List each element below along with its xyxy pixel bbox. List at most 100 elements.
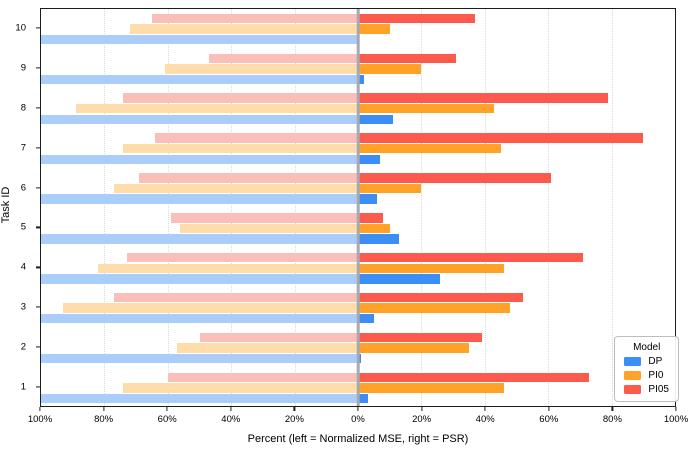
right-bar-pi05-task-8 [358,93,609,103]
x-tick-label-3: 40% [221,414,241,425]
bar-row-pi0-task-9 [41,64,675,75]
legend-swatch-dp [624,357,642,366]
legend-swatch-pi05 [624,385,642,394]
left-bar-pi0-task-3 [63,303,358,313]
legend-entry-dp: DP [624,356,669,367]
bar-row-pi0-task-6 [41,183,675,194]
bar-row-pi05-task-10 [41,13,675,24]
bar-row-pi05-task-9 [41,53,675,64]
bar-row-dp-task-7 [41,154,675,165]
left-bar-pi0-task-10 [129,24,358,34]
y-tick-label-8: 8 [20,102,26,114]
x-tick-mark [39,407,41,411]
bar-row-pi0-task-5 [41,223,675,234]
bar-row-pi05-task-1 [41,372,675,383]
y-tick-mark [36,107,40,109]
y-axis: 10 9 8 7 6 5 4 3 2 1 [0,8,40,407]
bar-row-dp-task-8 [41,114,675,125]
right-bar-pi0-task-2 [358,343,469,353]
x-tick-mark [166,407,168,411]
bar-row-pi0-task-4 [41,263,675,274]
task-group-6 [41,169,675,209]
x-axis-label: Percent (left = Normalized MSE, right = … [247,433,469,445]
left-bar-pi0-task-6 [113,183,358,194]
y-tick-label-9: 9 [20,62,26,74]
right-bar-pi05-task-4 [358,252,584,263]
y-tick-mark [36,186,40,189]
right-bar-pi05-task-2 [358,332,482,343]
bar-row-pi05-task-7 [41,133,675,144]
x-tick-label-0: 100% [27,414,53,425]
task-group-1 [41,368,675,408]
task-group-5 [41,208,675,248]
left-bar-pi0-task-2 [177,343,358,353]
task-group-10 [41,9,675,49]
legend-entry-pi05: PI05 [624,384,669,395]
left-bar-dp-task-9 [41,74,358,85]
gridline [421,9,423,406]
y-tick-mark [36,27,40,29]
right-bar-pi0-task-10 [358,24,390,34]
legend: Model DP PI0 PI05 [614,336,679,402]
bar-row-pi05-task-2 [41,332,675,343]
task-group-2 [41,328,675,368]
left-bar-pi0-task-8 [75,104,358,114]
task-group-3 [41,288,675,328]
left-bar-dp-task-7 [41,154,358,164]
x-tick-mark [611,407,613,411]
right-bar-pi0-task-9 [358,64,422,74]
y-tick-mark [36,147,40,149]
y-tick-label-10: 10 [15,22,26,34]
bar-groups [41,9,675,406]
left-bar-pi05-task-8 [123,93,358,103]
bar-row-pi05-task-5 [41,213,675,224]
x-tick-mark [357,407,359,411]
right-bar-dp-task-1 [358,393,368,404]
right-bar-pi0-task-4 [358,263,504,273]
x-tick-mark [230,407,232,411]
right-bar-pi0-task-5 [358,223,390,234]
left-bar-pi0-task-4 [98,263,358,273]
y-tick-label-6: 6 [20,182,26,194]
bar-row-pi05-task-6 [41,173,675,184]
plot-area: Model DP PI0 PI05 [40,8,679,407]
legend-title: Model [633,342,661,353]
right-bar-pi05-task-7 [358,133,644,143]
gridline [484,9,486,406]
bar-row-pi0-task-1 [41,383,675,394]
y-tick-label-1: 1 [20,381,26,393]
right-bar-pi0-task-8 [358,104,495,114]
task-group-9 [41,49,675,89]
task-group-7 [41,129,675,169]
left-bar-dp-task-3 [41,314,358,324]
left-bar-pi05-task-6 [139,173,358,183]
left-bar-pi0-task-9 [164,64,358,74]
gridline [231,9,233,406]
y-tick-label-5: 5 [20,221,26,233]
y-tick-mark [36,306,40,308]
legend-swatch-pi0 [624,371,642,380]
right-bar-pi0-task-1 [358,383,504,393]
bar-row-pi05-task-8 [41,93,675,104]
y-tick-mark [36,266,40,268]
left-bar-pi0-task-7 [123,143,358,154]
gridline [548,9,550,406]
legend-label-dp: DP [648,356,663,367]
right-bar-dp-task-9 [358,74,365,85]
gridline [294,9,296,406]
left-bar-pi05-task-4 [126,252,358,263]
right-bar-pi05-task-3 [358,292,523,303]
legend-entries: DP PI0 PI05 [624,356,669,395]
x-tick-label-9: 80% [602,414,622,425]
zero-line [356,9,360,406]
x-tick-mark [421,407,423,411]
bar-row-pi0-task-10 [41,24,675,35]
bar-row-dp-task-4 [41,274,675,285]
y-tick-label-4: 4 [20,261,26,273]
y-tick-mark [36,346,40,348]
task-group-8 [41,89,675,129]
legend-label-pi05: PI05 [648,384,669,395]
left-bar-pi05-task-9 [209,53,358,63]
bar-row-pi0-task-2 [41,343,675,354]
left-bar-dp-task-5 [41,234,358,244]
